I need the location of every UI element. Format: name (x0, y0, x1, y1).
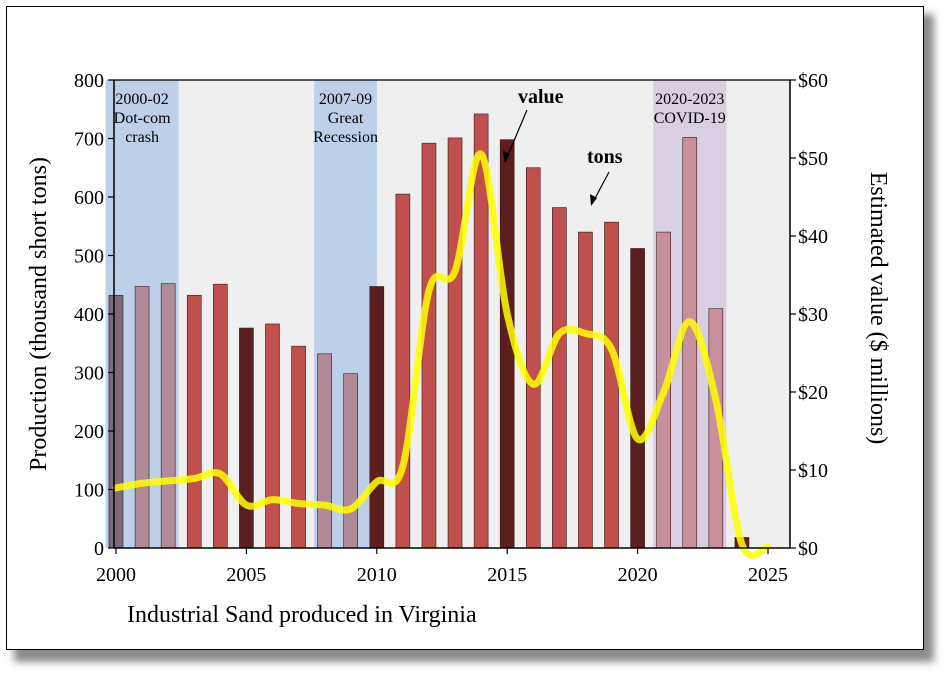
bar (395, 193, 411, 549)
y2-tick-label: $50 (798, 148, 828, 170)
y-tick-label: 0 (94, 538, 104, 560)
shaded-period-label: 2020-2023 (655, 91, 724, 108)
shaded-period-label: crash (125, 129, 159, 146)
bar (186, 294, 202, 549)
y2-tick-label: $0 (798, 538, 818, 560)
y-tick-label: 800 (74, 70, 104, 92)
x-tick-label: 2020 (618, 564, 658, 586)
bar (291, 345, 306, 549)
x-tick-label: 2015 (487, 564, 527, 586)
x-tick-label: 2000 (96, 564, 136, 586)
y-tick-label: 300 (74, 363, 104, 385)
bar (604, 221, 619, 549)
annotation-value: value (518, 86, 564, 108)
bar (447, 137, 463, 549)
bar (265, 323, 280, 549)
annotation-value-arrowhead (503, 151, 510, 163)
bar (630, 248, 645, 549)
y2-tick-label: $40 (798, 226, 828, 248)
y2-tick-label: $30 (798, 304, 828, 326)
bar (421, 142, 437, 549)
bar (108, 294, 124, 549)
shaded-period-label: Dot-com (114, 110, 171, 127)
shaded-period-label: Recession (313, 129, 378, 146)
bar (239, 327, 254, 549)
shaded-period-label: 2000-02 (115, 91, 168, 108)
bar (682, 137, 698, 549)
bar (578, 231, 593, 549)
y-tick-label: 400 (74, 304, 104, 326)
y-tick-label: 200 (74, 421, 104, 443)
annotation-tons-arrowhead (590, 194, 597, 206)
y-tick-label: 500 (74, 246, 104, 268)
bar (317, 353, 332, 549)
bar (213, 283, 228, 549)
bar (160, 283, 176, 549)
shaded-period-label: Great (328, 110, 364, 127)
x-tick-label: 2005 (226, 564, 266, 586)
bar (525, 167, 541, 549)
y2-tick-label: $10 (798, 460, 828, 482)
y2-tick-label: $60 (798, 70, 828, 92)
annotation-tons: tons (587, 146, 623, 168)
shaded-period-label: 2007-09 (319, 91, 372, 108)
x-tick-label: 2025 (748, 564, 788, 586)
y-tick-label: 100 (74, 480, 104, 502)
shaded-period-label: COVID-19 (654, 110, 726, 127)
y-tick-label: 600 (74, 187, 104, 209)
y2-axis-label: Estimated value ($ millions) (865, 172, 891, 445)
value-line (112, 150, 772, 559)
bar (343, 373, 359, 549)
y2-tick-label: $20 (798, 382, 828, 404)
bar (369, 286, 385, 549)
annotation-value-arrow (504, 109, 528, 163)
bar (134, 286, 150, 549)
y-tick-label: 700 (74, 129, 104, 151)
bar (552, 207, 567, 549)
chart-title: Industrial Sand produced in Virginia (127, 602, 477, 628)
y-axis-label: Production (thousand short tons) (26, 157, 52, 471)
x-tick-label: 2010 (357, 564, 397, 586)
